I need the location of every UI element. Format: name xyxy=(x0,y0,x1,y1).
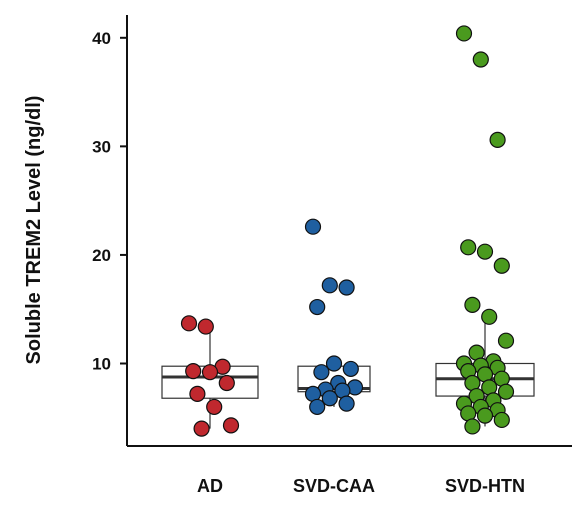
point xyxy=(313,364,330,381)
point xyxy=(472,51,489,68)
point xyxy=(338,279,355,296)
point xyxy=(321,277,338,294)
point xyxy=(197,318,214,335)
y-tick-label: 40 xyxy=(92,29,111,48)
point xyxy=(489,131,506,148)
point xyxy=(180,315,198,332)
point xyxy=(476,243,494,260)
point xyxy=(464,418,481,435)
point xyxy=(455,25,473,42)
y-tick-label: 10 xyxy=(92,354,111,373)
point xyxy=(218,374,235,392)
point xyxy=(304,218,322,235)
x-tick-label: AD xyxy=(197,476,223,496)
y-tick-label: 30 xyxy=(92,137,111,156)
x-tick-label: SVD-HTN xyxy=(445,476,525,496)
point xyxy=(206,398,223,416)
point xyxy=(342,360,359,378)
point xyxy=(476,407,494,424)
point xyxy=(185,362,202,380)
point xyxy=(464,296,481,313)
point xyxy=(460,239,477,256)
point xyxy=(493,411,510,429)
y-axis-label: Soluble TREM2 Level (ng/dl) xyxy=(23,96,45,365)
point xyxy=(321,390,338,407)
point xyxy=(497,332,515,349)
y-tick-label: 20 xyxy=(92,246,111,265)
point xyxy=(497,383,515,400)
point xyxy=(189,385,206,402)
point xyxy=(193,420,210,437)
point xyxy=(222,417,240,434)
point xyxy=(493,257,510,274)
point xyxy=(481,308,498,325)
point xyxy=(309,398,326,416)
point xyxy=(201,364,219,381)
point xyxy=(309,298,326,316)
point xyxy=(325,355,343,372)
x-tick-label: SVD-CAA xyxy=(293,476,375,496)
point xyxy=(338,395,355,412)
